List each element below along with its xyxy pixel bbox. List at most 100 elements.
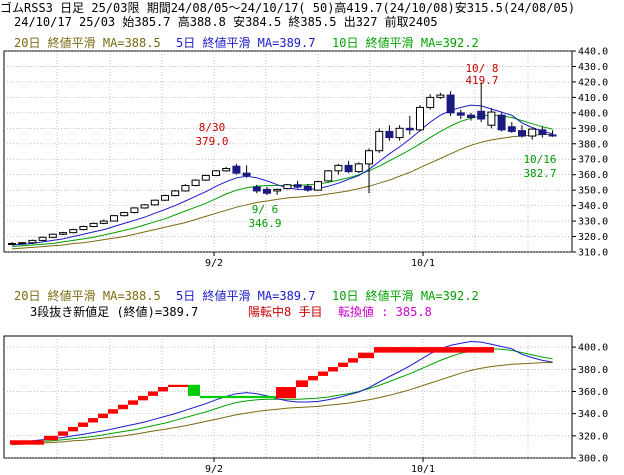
candle [232,163,241,175]
candle-body [150,199,159,206]
candle-body [548,134,557,137]
candle [99,219,108,225]
candle-body [28,239,37,244]
candle [242,165,251,178]
brick [358,352,374,359]
brick [148,391,158,396]
candle-body [48,233,57,238]
candle [324,170,333,182]
brick [296,380,308,388]
candle-body [416,106,424,131]
candle [395,125,404,141]
candle [222,166,231,172]
candle [314,180,322,191]
upper-y-tick-label: 390.0 [578,124,608,135]
candle [8,241,16,245]
candle-body [18,242,27,245]
chart-header-line2: 24/10/17 25/03 始385.7 高388.8 安384.5 終385… [14,15,438,29]
upper-y-tick-label: 400.0 [578,108,608,119]
annotation-value: 382.7 [523,167,556,180]
candle [293,180,302,189]
candle [354,162,363,174]
candle [38,236,47,242]
lower-y-tick-label: 300.0 [578,454,608,465]
candle-body [293,184,302,188]
candle [283,183,292,190]
upper-y-tick-label: 370.0 [578,155,608,166]
upper-y-tick-label: 430.0 [578,62,608,73]
candle [467,112,475,121]
candle-body [171,190,180,197]
candle-body [242,172,251,176]
brick [338,362,348,368]
upper-y-tick-label: 440.0 [578,47,608,58]
lower-y-tick-label: 360.0 [578,387,608,398]
lower-count: 8 手目 [284,305,323,319]
candle-body [507,126,516,132]
lower-x-tick-label: 9/2 [205,464,223,475]
candle [518,125,526,138]
candle [538,126,547,138]
candle [263,187,271,195]
brick [158,387,168,392]
candle [365,148,373,194]
candle [303,183,312,192]
candle [110,214,118,222]
candle [487,108,496,129]
candle [385,125,394,141]
legend-ma20: 20日 終値平滑 MA=388.5 [14,36,161,50]
candle-body [477,110,486,120]
candle-body [497,114,506,131]
candle-body [528,128,537,137]
annotation-date: 8/30 [199,121,226,134]
candle-body [38,236,47,241]
brick [68,426,78,432]
candle-body [334,164,343,172]
brick [58,431,68,436]
lower-title: 3段抜き新値足 (終値)=389.7 [30,305,199,319]
brick [374,347,494,353]
candle [89,222,98,228]
annotation-date: 9/ 6 [252,203,279,216]
candle-body [375,130,384,152]
candle-body [79,225,88,231]
lower-ma20-line [11,362,553,446]
ma10-line [11,114,553,248]
candle-body [120,212,129,217]
candle [69,228,78,234]
candle [497,112,506,132]
candle-body [365,150,373,165]
candle-body [8,242,16,245]
candle-body [273,188,282,192]
annotation-value: 346.9 [248,217,281,230]
candle [161,194,169,201]
brick [276,387,296,399]
brick [328,367,338,372]
brick [108,409,118,414]
lower-state: 陽転中 [248,305,285,319]
lower-x-tick-label: 10/1 [411,464,435,475]
candle [140,204,149,209]
upper-y-tick-label: 320.0 [578,232,608,243]
ma20-line [11,134,553,250]
candle-body [212,170,220,176]
candle-body [161,195,169,201]
candle-body [59,232,67,235]
lower-legend-ma5: 5日 終値平滑 MA=389.7 [176,289,316,303]
candle [273,188,282,195]
upper-y-tick-label: 330.0 [578,217,608,228]
legend-ma10: 10日 終値平滑 MA=392.2 [332,36,479,50]
candle [181,183,190,192]
upper-y-tick-label: 350.0 [578,186,608,197]
lower-ma10-line [11,348,553,444]
candle-body [191,179,200,187]
lower-y-tick-label: 380.0 [578,365,608,376]
candle [120,211,129,217]
brick [138,395,148,401]
candle-body [69,229,78,234]
candle-body [110,215,118,222]
candle-body [538,129,547,135]
candle-body [354,163,363,173]
annotation-value: 379.0 [195,135,228,148]
candle-body [140,204,149,209]
